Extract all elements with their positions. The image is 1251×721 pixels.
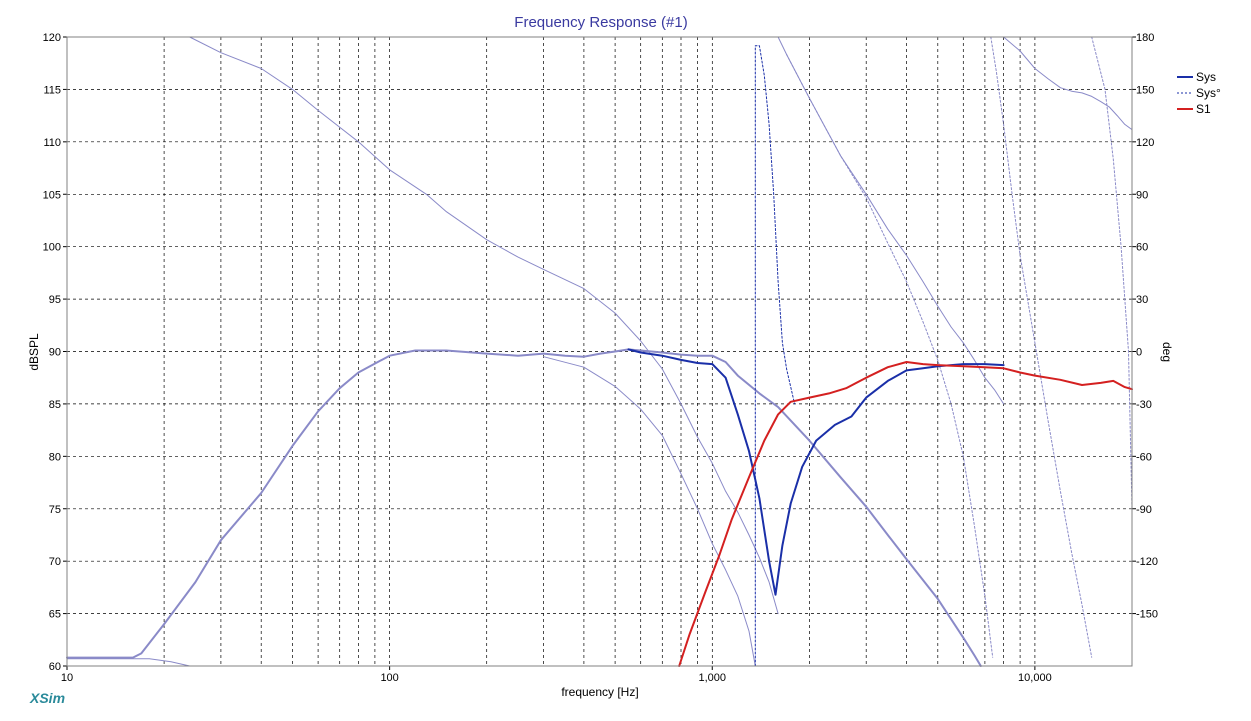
- y2-tick-label: 0: [1136, 347, 1142, 359]
- series-line-sys-c: [990, 36, 1093, 658]
- series-line-crossover-phase: [543, 356, 756, 667]
- x-tick-label: 1,000: [698, 672, 726, 684]
- series-line-sys: [627, 348, 1005, 596]
- y2-tick-label: -150: [1136, 609, 1158, 621]
- y-tick-label: 70: [49, 556, 61, 568]
- y2-tick-label: 180: [1136, 32, 1154, 44]
- y2-axis-title: deg: [1160, 342, 1174, 362]
- y-tick-label: 95: [49, 294, 61, 306]
- y2-tick-label: -120: [1136, 556, 1158, 568]
- y2-tick-label: 30: [1136, 294, 1148, 306]
- x-axis-title: frequency [Hz]: [561, 685, 638, 699]
- y2-tick-label: -60: [1136, 451, 1152, 463]
- y-tick-label: 105: [43, 189, 61, 201]
- x-tick-label: 100: [380, 672, 398, 684]
- plot-frame: [66, 36, 1133, 667]
- series-line-tweeter-phase: [777, 36, 1005, 405]
- y-tick-label: 65: [49, 609, 61, 621]
- y2-tick-label: 60: [1136, 242, 1148, 254]
- series-line-woofer-phase: [189, 36, 779, 615]
- y-axis-title: dBSPL: [27, 333, 41, 371]
- y2-tick-label: -90: [1136, 504, 1152, 516]
- series-line-sys-b: [786, 54, 994, 658]
- legend-label: Sys°: [1196, 86, 1221, 100]
- y2-tick-label: 90: [1136, 189, 1148, 201]
- x-tick-label: 10: [61, 672, 73, 684]
- series-line-woofer-response: [66, 348, 982, 667]
- legend-label: Sys: [1196, 70, 1216, 84]
- y2-tick-label: 150: [1136, 84, 1154, 96]
- series-line-sys-phase: [1003, 36, 1133, 131]
- series-line-s1: [678, 361, 1133, 667]
- y-tick-label: 100: [43, 242, 61, 254]
- series: [66, 36, 1133, 667]
- series-line-sys-d: [1091, 36, 1133, 510]
- y-tick-label: 90: [49, 347, 61, 359]
- legend-label: S1: [1196, 102, 1211, 116]
- y-tick-label: 75: [49, 504, 61, 516]
- x-tick-label: 10,000: [1018, 672, 1052, 684]
- y2-tick-label: -30: [1136, 399, 1152, 411]
- chart-title: Frequency Response (#1): [514, 14, 687, 31]
- y-tick-label: 80: [49, 451, 61, 463]
- y2-tick-label: 120: [1136, 137, 1154, 149]
- series-line-low-tail: [66, 658, 191, 667]
- xsim-logo: XSim: [29, 690, 65, 706]
- y-tick-label: 110: [43, 137, 61, 149]
- y-tick-label: 115: [43, 84, 61, 96]
- series-line-sys-a: [754, 45, 796, 667]
- y-tick-label: 85: [49, 399, 61, 411]
- y-tick-label: 60: [49, 661, 61, 673]
- legend: Sys Sys° S1: [1177, 70, 1221, 116]
- plot-area: [67, 37, 1132, 666]
- y-tick-label: 120: [43, 32, 61, 44]
